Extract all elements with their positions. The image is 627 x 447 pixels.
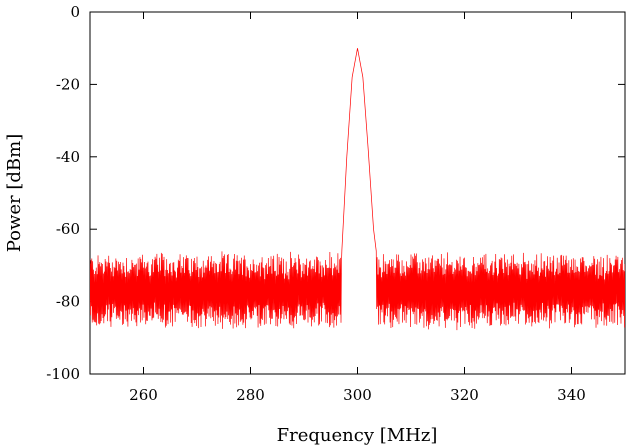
x-tick-label: 260 <box>129 386 158 404</box>
y-tick-label: 0 <box>70 3 80 21</box>
x-tick-label: 340 <box>557 386 586 404</box>
y-tick-label: -60 <box>56 220 80 238</box>
series-line-0 <box>90 48 625 331</box>
y-tick-label: -100 <box>46 365 80 383</box>
tick-labels: 260 280 300 320 340 0 -20 -40 -60 -80 -100 <box>46 3 586 404</box>
x-tick-label: 320 <box>450 386 479 404</box>
x-tick-label: 280 <box>236 386 265 404</box>
axis-ticks <box>90 11 625 375</box>
x-tick-label: 300 <box>343 386 372 404</box>
y-tick-label: -80 <box>56 293 80 311</box>
x-axis-title: Frequency [MHz] <box>277 425 438 446</box>
y-axis-title: Power [dBm] <box>4 134 25 252</box>
y-tick-label: -20 <box>56 75 80 93</box>
plot-frame <box>89 11 626 375</box>
spectrum-traces <box>90 48 625 331</box>
y-tick-label: -40 <box>56 148 80 166</box>
